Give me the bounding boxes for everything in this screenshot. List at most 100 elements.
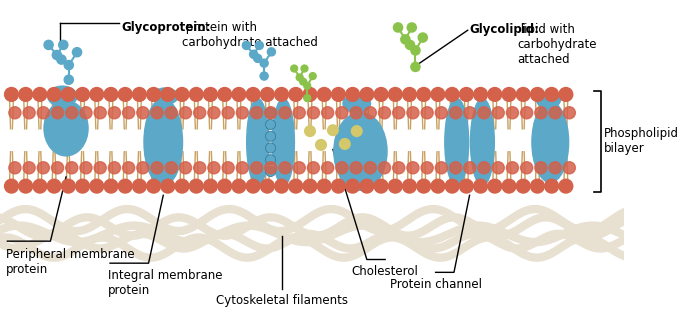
Circle shape: [289, 87, 303, 101]
Circle shape: [260, 72, 268, 80]
Circle shape: [559, 87, 573, 101]
Circle shape: [350, 162, 362, 174]
Circle shape: [137, 162, 149, 174]
Circle shape: [122, 107, 135, 119]
Circle shape: [530, 87, 544, 101]
Circle shape: [360, 179, 374, 193]
Circle shape: [417, 87, 430, 101]
Circle shape: [545, 179, 558, 193]
Circle shape: [307, 107, 320, 119]
Circle shape: [260, 59, 268, 67]
Circle shape: [352, 126, 362, 136]
Circle shape: [236, 107, 248, 119]
Circle shape: [165, 107, 177, 119]
Circle shape: [23, 107, 35, 119]
Circle shape: [435, 162, 447, 174]
Ellipse shape: [334, 112, 387, 190]
Circle shape: [407, 23, 416, 32]
Circle shape: [474, 87, 488, 101]
Circle shape: [222, 162, 234, 174]
Circle shape: [318, 87, 331, 101]
Circle shape: [549, 107, 561, 119]
Circle shape: [478, 107, 490, 119]
Circle shape: [265, 108, 275, 118]
Ellipse shape: [532, 102, 568, 182]
Circle shape: [175, 87, 189, 101]
Circle shape: [5, 87, 18, 101]
Ellipse shape: [247, 99, 269, 186]
Circle shape: [350, 107, 362, 119]
Circle shape: [133, 179, 146, 193]
Circle shape: [161, 87, 175, 101]
Circle shape: [305, 126, 316, 136]
Circle shape: [61, 87, 75, 101]
Circle shape: [246, 179, 260, 193]
Circle shape: [250, 50, 258, 58]
Circle shape: [316, 140, 326, 150]
Circle shape: [118, 179, 132, 193]
Circle shape: [521, 107, 532, 119]
Circle shape: [236, 162, 248, 174]
Circle shape: [222, 107, 234, 119]
Circle shape: [147, 179, 160, 193]
Circle shape: [418, 33, 427, 42]
Circle shape: [374, 87, 388, 101]
Text: Protein channel: Protein channel: [390, 278, 481, 291]
Circle shape: [421, 107, 433, 119]
Circle shape: [64, 61, 73, 70]
Circle shape: [64, 75, 73, 84]
Ellipse shape: [144, 99, 182, 186]
Circle shape: [460, 87, 473, 101]
Circle shape: [175, 179, 189, 193]
Circle shape: [318, 179, 331, 193]
Circle shape: [563, 162, 575, 174]
Circle shape: [254, 54, 262, 62]
Circle shape: [232, 87, 245, 101]
Circle shape: [328, 125, 338, 135]
Circle shape: [411, 46, 420, 55]
Circle shape: [52, 50, 61, 60]
Circle shape: [275, 87, 288, 101]
Circle shape: [275, 179, 288, 193]
Circle shape: [322, 107, 334, 119]
Text: Cytoskeletal filaments: Cytoskeletal filaments: [216, 294, 348, 307]
Circle shape: [33, 179, 47, 193]
Circle shape: [488, 179, 502, 193]
Circle shape: [534, 107, 547, 119]
Circle shape: [47, 179, 61, 193]
Circle shape: [322, 162, 334, 174]
Circle shape: [403, 179, 416, 193]
Circle shape: [61, 179, 75, 193]
Circle shape: [507, 162, 518, 174]
Circle shape: [449, 107, 462, 119]
Circle shape: [37, 162, 50, 174]
Circle shape: [507, 107, 518, 119]
Ellipse shape: [273, 99, 294, 186]
Circle shape: [66, 107, 78, 119]
Circle shape: [260, 87, 274, 101]
Circle shape: [407, 107, 419, 119]
Circle shape: [52, 162, 64, 174]
Circle shape: [218, 179, 232, 193]
Circle shape: [255, 41, 263, 49]
Circle shape: [151, 107, 163, 119]
Circle shape: [19, 179, 33, 193]
Circle shape: [9, 162, 21, 174]
Circle shape: [104, 87, 118, 101]
Circle shape: [218, 87, 232, 101]
Circle shape: [122, 162, 135, 174]
Circle shape: [291, 65, 298, 72]
Circle shape: [488, 87, 502, 101]
Circle shape: [293, 107, 305, 119]
Circle shape: [250, 107, 262, 119]
Ellipse shape: [445, 99, 469, 186]
Circle shape: [304, 82, 311, 89]
Circle shape: [492, 107, 505, 119]
Circle shape: [411, 62, 420, 71]
Circle shape: [374, 179, 388, 193]
Circle shape: [549, 162, 561, 174]
Circle shape: [332, 87, 345, 101]
Text: lipid with
carbohydrate
attached: lipid with carbohydrate attached: [517, 23, 597, 66]
Circle shape: [260, 179, 274, 193]
Circle shape: [190, 87, 203, 101]
